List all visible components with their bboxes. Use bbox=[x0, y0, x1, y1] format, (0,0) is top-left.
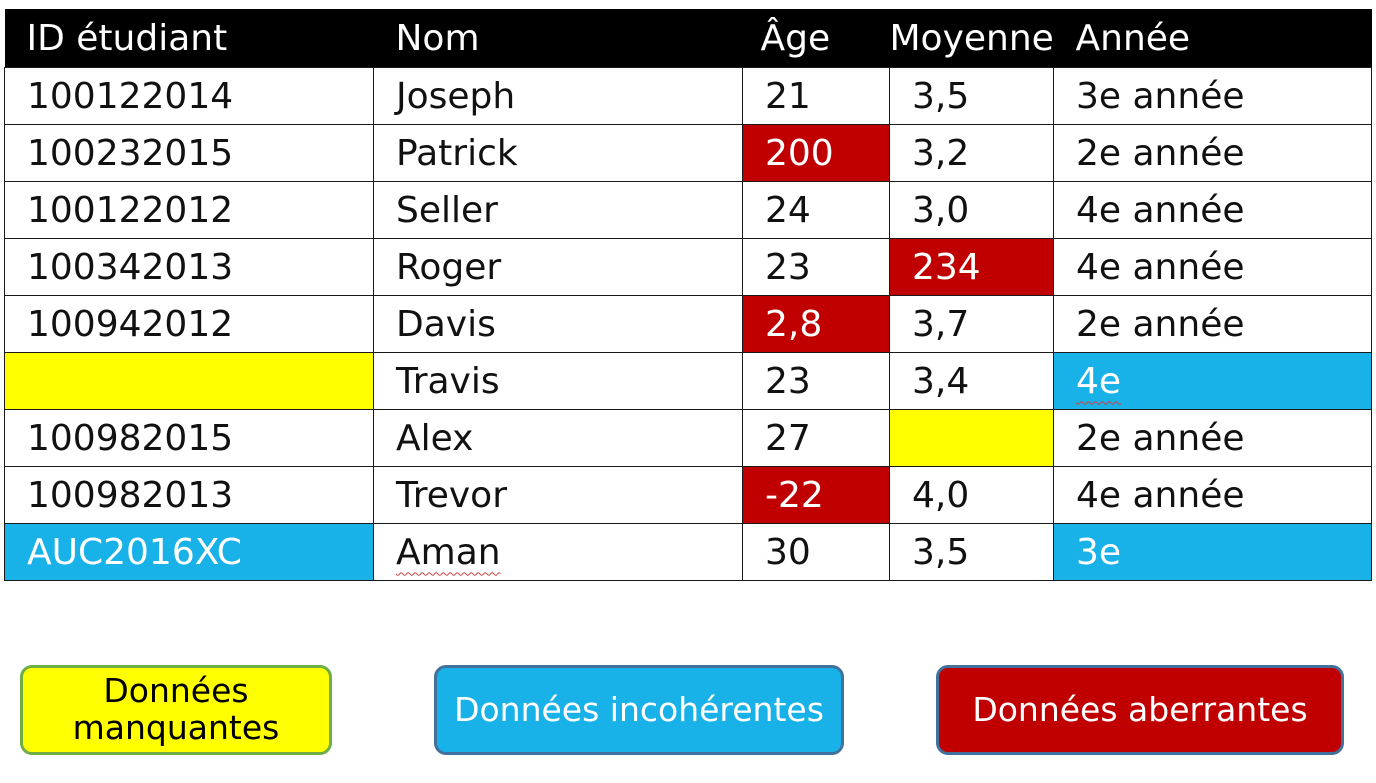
cell-student-id: 100942012 bbox=[4, 295, 374, 353]
cell-age: 23 bbox=[742, 352, 890, 410]
cell-age-outlier: 200 bbox=[742, 124, 890, 182]
cell-average-missing bbox=[889, 409, 1054, 467]
header-year: Année bbox=[1053, 9, 1372, 68]
table-row: 100982015 Alex 27 2e année bbox=[4, 409, 1372, 467]
cell-average: 3,7 bbox=[889, 295, 1054, 353]
cell-name: Alex bbox=[373, 409, 743, 467]
header-average: Moyenne bbox=[889, 9, 1054, 68]
cell-year: 3e année bbox=[1053, 67, 1372, 125]
cell-average: 4,0 bbox=[889, 466, 1054, 524]
cell-student-id-missing bbox=[4, 352, 374, 410]
cell-name: Patrick bbox=[373, 124, 743, 182]
cell-student-id: 100122014 bbox=[4, 67, 374, 125]
cell-name: Joseph bbox=[373, 67, 743, 125]
table-row: 100232015 Patrick 200 3,2 2e année bbox=[4, 124, 1372, 182]
legend-missing-data: Données manquantes bbox=[20, 665, 332, 755]
legend-inconsistent-data: Données incohérentes bbox=[434, 665, 844, 755]
cell-name-text: Aman bbox=[396, 531, 501, 573]
cell-student-id: 100982013 bbox=[4, 466, 374, 524]
student-data-table: ID étudiant Nom Âge Moyenne Année 100122… bbox=[4, 9, 1372, 581]
cell-age-outlier: 2,8 bbox=[742, 295, 890, 353]
cell-name: Trevor bbox=[373, 466, 743, 524]
table-row: 100942012 Davis 2,8 3,7 2e année bbox=[4, 295, 1372, 353]
cell-age: 21 bbox=[742, 67, 890, 125]
cell-year-text: 4e bbox=[1076, 360, 1122, 402]
header-name: Nom bbox=[373, 9, 743, 68]
cell-average: 3,0 bbox=[889, 181, 1054, 239]
cell-average-outlier: 234 bbox=[889, 238, 1054, 296]
cell-age: 24 bbox=[742, 181, 890, 239]
table-row: 100342013 Roger 23 234 4e année bbox=[4, 238, 1372, 296]
cell-name: Seller bbox=[373, 181, 743, 239]
table-row: AUC2016XC Aman 30 3,5 3e bbox=[4, 523, 1372, 581]
cell-year: 4e année bbox=[1053, 181, 1372, 239]
table-row: 100122014 Joseph 21 3,5 3e année bbox=[4, 67, 1372, 125]
cell-year: 4e année bbox=[1053, 238, 1372, 296]
cell-year-inconsistent: 3e bbox=[1053, 523, 1372, 581]
cell-student-id: 100122012 bbox=[4, 181, 374, 239]
table-row: Travis 23 3,4 4e bbox=[4, 352, 1372, 410]
legend-outlier-data: Données aberrantes bbox=[936, 665, 1344, 755]
cell-average: 3,5 bbox=[889, 523, 1054, 581]
cell-student-id-inconsistent: AUC2016XC bbox=[4, 523, 374, 581]
cell-name: Aman bbox=[373, 523, 743, 581]
cell-name: Roger bbox=[373, 238, 743, 296]
cell-year: 2e année bbox=[1053, 124, 1372, 182]
cell-student-id: 100342013 bbox=[4, 238, 374, 296]
table-header-row: ID étudiant Nom Âge Moyenne Année bbox=[4, 9, 1372, 68]
table-row: 100122012 Seller 24 3,0 4e année bbox=[4, 181, 1372, 239]
header-age: Âge bbox=[742, 9, 890, 68]
cell-age: 27 bbox=[742, 409, 890, 467]
cell-year: 2e année bbox=[1053, 409, 1372, 467]
cell-age-outlier: -22 bbox=[742, 466, 890, 524]
cell-age: 23 bbox=[742, 238, 890, 296]
cell-average: 3,5 bbox=[889, 67, 1054, 125]
cell-name: Travis bbox=[373, 352, 743, 410]
cell-year: 4e année bbox=[1053, 466, 1372, 524]
cell-age: 30 bbox=[742, 523, 890, 581]
cell-year: 2e année bbox=[1053, 295, 1372, 353]
header-student-id: ID étudiant bbox=[4, 9, 374, 68]
table-row: 100982013 Trevor -22 4,0 4e année bbox=[4, 466, 1372, 524]
cell-year-inconsistent: 4e bbox=[1053, 352, 1372, 410]
cell-average: 3,4 bbox=[889, 352, 1054, 410]
cell-student-id: 100232015 bbox=[4, 124, 374, 182]
cell-student-id: 100982015 bbox=[4, 409, 374, 467]
cell-average: 3,2 bbox=[889, 124, 1054, 182]
cell-name: Davis bbox=[373, 295, 743, 353]
